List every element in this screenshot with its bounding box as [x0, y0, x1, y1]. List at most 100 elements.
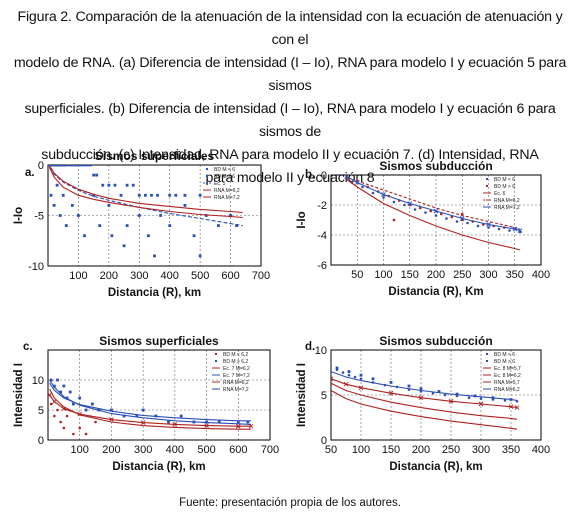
y-tick-label: -10	[28, 261, 44, 273]
legend-swatch	[486, 353, 488, 355]
caption-line: para modelo II y ecuación 8	[205, 170, 375, 186]
data-point	[67, 165, 71, 167]
data-point	[450, 215, 454, 219]
x-tick-label: 100	[69, 270, 87, 282]
y-axis-label: I-Io	[296, 211, 308, 228]
data-point	[460, 212, 464, 216]
legend-swatch	[486, 178, 488, 180]
data-point	[107, 183, 111, 187]
series-line	[346, 179, 521, 251]
series-group	[48, 378, 254, 436]
data-point	[55, 165, 59, 167]
data-point	[347, 373, 351, 377]
data-point	[167, 420, 170, 424]
data-point	[51, 165, 54, 167]
legend-label: Ec. 8 M=5,7	[494, 366, 521, 372]
x-tick-label: 700	[261, 444, 279, 456]
data-point	[467, 396, 471, 400]
data-point	[229, 214, 232, 217]
data-point	[52, 165, 56, 167]
y-tick-label: -5	[34, 211, 44, 223]
data-point	[455, 220, 459, 223]
x-tick-label: 250	[442, 444, 460, 456]
data-point	[59, 420, 62, 424]
data-point	[77, 165, 80, 167]
data-point	[125, 224, 129, 227]
data-point	[52, 384, 56, 388]
x-tick-label: 300	[472, 444, 490, 456]
data-point	[168, 193, 172, 197]
data-point	[48, 165, 51, 167]
data-point	[392, 200, 396, 204]
x-tick-label: 300	[134, 444, 152, 456]
data-point	[403, 203, 406, 207]
data-point	[443, 393, 447, 397]
data-point	[235, 224, 239, 227]
data-point	[73, 165, 77, 167]
series-marker	[331, 376, 334, 382]
data-point	[59, 390, 63, 394]
data-point	[198, 254, 202, 258]
data-point	[183, 204, 187, 207]
chart-title: Sismos subducción	[379, 334, 492, 348]
data-point	[198, 193, 202, 197]
data-point	[168, 224, 172, 227]
x-tick-label: 200	[102, 444, 120, 456]
x-axis-label: Distancia (R), km	[389, 461, 482, 473]
data-point	[91, 402, 94, 406]
data-point	[445, 217, 448, 220]
legend-label: RNA M=6,2	[494, 198, 520, 204]
series-marker	[478, 401, 484, 407]
series-line	[49, 388, 251, 430]
series-line	[346, 177, 521, 230]
legend-label: BD M > 6,2	[223, 359, 248, 365]
data-point	[508, 229, 511, 232]
data-point	[476, 224, 480, 228]
series-marker	[514, 405, 520, 410]
series-line	[49, 167, 243, 227]
series-marker	[381, 192, 386, 197]
figure-source: Fuente: presentación propia de los autor…	[179, 497, 401, 509]
legend-label: BD M < 6	[214, 167, 235, 173]
x-tick-label: 100	[71, 444, 89, 456]
legend-swatch	[206, 175, 208, 177]
x-tick-label: 350	[506, 269, 524, 281]
data-point	[429, 209, 433, 213]
series-marker	[433, 208, 439, 214]
data-point	[49, 402, 53, 406]
data-point	[217, 224, 220, 227]
data-point	[159, 214, 162, 217]
data-point	[439, 212, 443, 216]
series-marker	[358, 385, 364, 391]
data-point	[487, 226, 490, 229]
series-line	[331, 390, 518, 430]
data-point	[70, 204, 74, 207]
x-tick-label: 700	[252, 270, 270, 282]
legend-label: RNA M=5,7	[494, 380, 520, 386]
series-marker	[204, 423, 209, 428]
data-point	[236, 420, 240, 424]
legend-label: BD M < 6	[494, 352, 515, 358]
y-tick-label: 5	[321, 390, 327, 402]
data-point	[65, 414, 69, 418]
data-point	[95, 173, 99, 177]
x-tick-label: 500	[197, 444, 215, 456]
x-tick-label: 150	[382, 444, 400, 456]
data-point	[94, 420, 97, 424]
data-point	[92, 193, 96, 197]
data-point	[424, 211, 427, 214]
x-tick-label: 500	[191, 270, 209, 282]
data-point	[57, 165, 61, 167]
legend-label: RNA M=7,2	[214, 195, 240, 201]
data-point	[150, 193, 153, 197]
legend-swatch	[206, 168, 208, 170]
data-point	[101, 183, 105, 187]
series-group	[331, 366, 520, 430]
legend-label: BD M > 6	[214, 174, 235, 180]
y-tick-label: 5	[38, 405, 44, 417]
data-point	[77, 214, 80, 217]
data-point	[407, 384, 411, 388]
series-marker	[517, 228, 523, 233]
chart-title: Sismos superficiales	[95, 149, 215, 163]
